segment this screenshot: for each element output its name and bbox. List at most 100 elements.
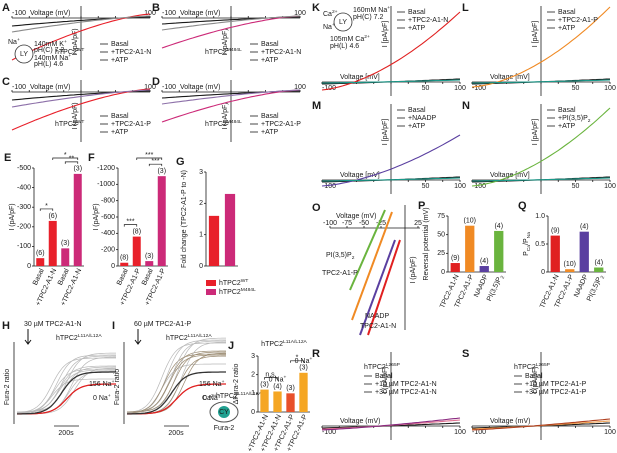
inset-label: pH(C) 7.2: [353, 14, 383, 21]
cell-label: hTPC2L11A/L12A: [216, 391, 262, 400]
text-part: WT: [77, 119, 85, 125]
text-part: 2+: [332, 9, 338, 15]
x-tick-label: 50: [422, 85, 430, 92]
significance-label: ***: [151, 158, 159, 165]
inset-label: 160mM Na+: [353, 6, 390, 14]
text-part: 140mM K: [34, 41, 64, 48]
n-label: (4): [580, 224, 589, 231]
y-axis-label: I (pA/pF): [9, 203, 16, 230]
legend-label: +ATP: [111, 129, 129, 136]
text-part: 156 Na: [199, 381, 222, 388]
text-part: +: [64, 40, 67, 45]
legend-label: +TPC2-A1-P: [261, 121, 301, 128]
fura-trace: [16, 365, 116, 414]
bar: [48, 220, 57, 266]
text-part: hTPC2: [166, 335, 188, 342]
legend-label: +ATP: [558, 123, 576, 130]
y-tick-label: 3: [199, 169, 203, 176]
legend-label: Basal: [261, 113, 279, 120]
legend-label: Basal: [375, 373, 393, 380]
construct-label: hTPC2L265P: [514, 362, 550, 371]
y-tick-label: 0: [251, 409, 255, 416]
x-tick-label: -50: [359, 220, 369, 227]
bar: [299, 372, 308, 412]
panel-letter: H: [2, 320, 10, 332]
lysosome: [14, 44, 34, 64]
n-label: (9): [451, 255, 460, 262]
significance-bracket: [52, 157, 79, 160]
n-label: (3): [299, 365, 308, 372]
construct-label: hTPC2L11A/L12A: [56, 333, 102, 342]
curve-label: NAADP: [365, 313, 389, 320]
n-label: (4): [494, 223, 503, 230]
significance-bracket: [290, 360, 304, 363]
text-part: 2+: [211, 393, 217, 399]
iv-trace: [359, 239, 396, 336]
significance-label: ***: [145, 152, 153, 159]
text-part: +PI(3,5)P: [558, 115, 588, 122]
text-part: +: [309, 357, 312, 362]
text-part: 2: [599, 275, 606, 280]
bar: [273, 391, 282, 412]
panel-letter: F: [88, 152, 95, 164]
y-tick-label: -500: [17, 165, 31, 172]
significance-bracket: [148, 163, 163, 167]
bar: [465, 225, 475, 272]
y-tick-label: 1.0: [535, 213, 545, 220]
bar: [224, 193, 236, 266]
n-label: (10): [464, 218, 476, 225]
n-label: (8): [132, 228, 141, 235]
text-part: hTPC2: [216, 393, 238, 400]
cell-label: Fura-2: [214, 425, 235, 432]
inset-label: pH(C) 7.2: [34, 47, 64, 54]
x-tick-label: 100: [294, 84, 306, 91]
bar: [61, 248, 70, 266]
legend-label: +ATP: [261, 129, 279, 136]
text-part: hTPC2: [219, 280, 241, 287]
y-tick-label: 50: [437, 232, 445, 239]
text-part: PI(3,5)P: [486, 276, 503, 303]
fura-trace: [127, 351, 227, 413]
x-axis-label: Voltage (mV): [340, 418, 380, 425]
significance-label: *: [45, 203, 48, 210]
y-axis-label: I (pA/pF): [410, 256, 417, 283]
text-part: +: [112, 380, 115, 385]
iv-trace: [349, 209, 386, 291]
inset-label: Ca2+: [323, 9, 338, 18]
curve-label: TPC2-A1-N: [360, 323, 396, 330]
bar: [36, 258, 45, 266]
x-tick-label: 100: [454, 85, 466, 92]
y-tick-label: 1: [251, 390, 255, 397]
n-label: (4): [594, 259, 603, 266]
legend-label: +ATP: [558, 25, 576, 32]
x-tick-label: 100: [144, 84, 156, 91]
legend-label: +10 µM TPC2-A1-N: [375, 381, 437, 388]
panel-letter: L: [462, 2, 469, 14]
scale-label: 200s: [168, 430, 184, 437]
y-axis-label: I [pA/pF]: [532, 21, 539, 48]
iv-trace: [471, 107, 611, 187]
condition-label: 156 Na+: [89, 380, 115, 388]
legend-swatch: [206, 280, 216, 286]
iv-trace: [321, 11, 461, 91]
y-tick-label: -200: [101, 247, 115, 254]
n-label: (6): [36, 250, 45, 257]
panel-letter: R: [312, 348, 320, 360]
text-part: Na: [323, 24, 332, 31]
y-tick-label: 25: [437, 250, 445, 257]
stimulus-arrow: [24, 329, 32, 345]
iv-trace: [11, 88, 151, 131]
y-tick-label: 75: [437, 213, 445, 220]
y-axis-label: I (pA/pF): [72, 28, 79, 55]
x-tick-label: -100: [12, 10, 26, 17]
bar: [260, 389, 269, 412]
fura-trace: [126, 354, 226, 413]
y-tick-label: -600: [101, 214, 115, 221]
fura-trace: [126, 342, 226, 413]
iv-trace: [161, 15, 301, 49]
cytosol: [218, 406, 230, 418]
legend-label: hTPC2WT: [219, 278, 248, 287]
panel-letter: O: [312, 202, 321, 214]
significance-bracket: [123, 224, 138, 227]
n-label: (3): [61, 240, 70, 247]
